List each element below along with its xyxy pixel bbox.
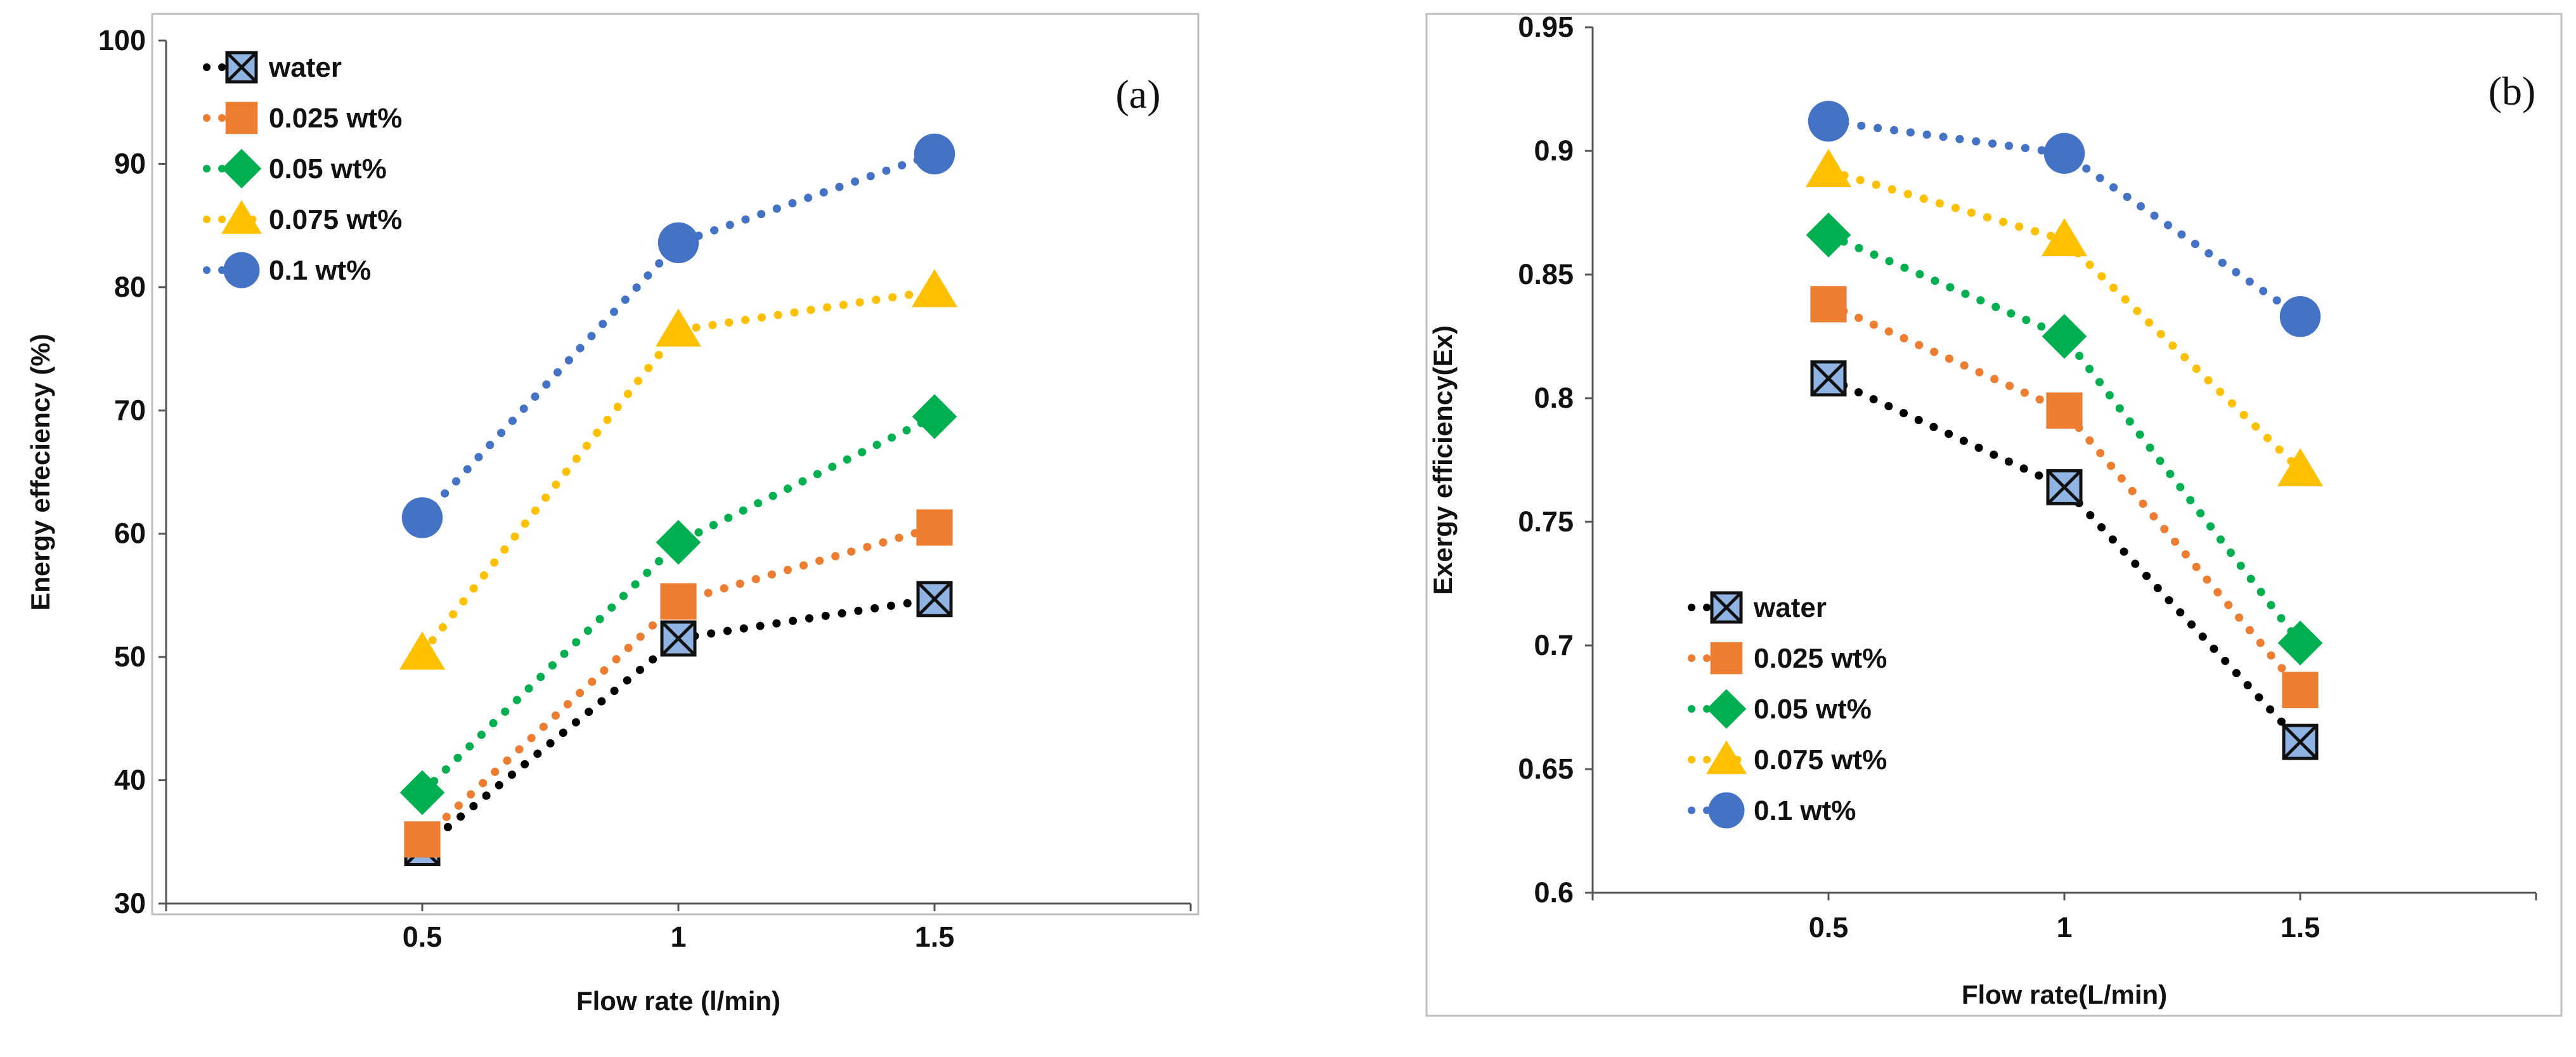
data-point [399,631,446,670]
data-point [916,509,953,546]
panel-a-frame [151,13,1200,916]
y-tick-label: 30 [114,887,146,919]
y-tick-label: 70 [114,394,146,426]
x-tick-label: 1.5 [2281,911,2320,944]
data-point [2282,723,2319,760]
data-point [2282,671,2319,708]
data-point [655,308,702,347]
series-line-2 [418,412,939,797]
data-point [916,581,953,618]
data-point [660,620,697,657]
x-tick-label: 0.5 [1809,911,1849,944]
legend-marker [223,252,260,289]
data-point [657,222,699,264]
y-tick-label: 0.9 [1534,134,1574,167]
y-tick-label: 0.6 [1534,876,1574,909]
x-axis-title: Flow rate(L/min) [1962,980,2167,1009]
data-point [914,133,955,175]
legend-item: 0.05 wt% [1688,689,1872,729]
legend-label: 0.1 wt% [269,255,371,286]
legend-label: 0.075 wt% [1754,744,1887,775]
legend-item: 0.05 wt% [203,148,387,189]
legend-item: 0.075 wt% [1688,740,1887,775]
legend-label: 0.05 wt% [1754,694,1872,725]
legend-item: 0.025 wt% [203,101,402,134]
data-point [1808,100,1849,142]
data-point [401,497,443,538]
legend-item: 0.1 wt% [1688,792,1856,829]
data-point [2277,620,2323,666]
data-point [1806,212,1851,257]
legend-label: 0.025 wt% [1754,643,1887,674]
y-tick-label: 80 [114,271,146,303]
series-line-4 [1824,117,2305,321]
data-point [2041,218,2088,257]
series-line-2 [1824,231,2305,647]
y-tick-label: 60 [114,517,146,550]
legend-item: water [1688,591,1827,624]
legend-marker [221,200,262,234]
legend-marker [1706,689,1747,729]
legend-item: 0.025 wt% [1688,642,1887,675]
data-point [2042,314,2087,359]
legend-label: 0.075 wt% [269,204,402,235]
panel-label: (b) [2489,68,2536,113]
legend-marker [221,148,262,189]
x-tick-label: 0.5 [403,921,443,953]
data-point [912,394,957,439]
data-point [2046,469,2083,505]
panel-b: 0.6 0.65 0.7 0.75 0.8 0.85 0.9 0.95 0.5 1 1.5 Flow … [1428,11,2537,1009]
legend-label: 0.025 wt% [269,103,402,134]
data-point [1810,360,1847,397]
y-tick-label: 40 [114,764,146,796]
data-point [2043,133,2085,174]
legend-marker [225,51,258,84]
y-tick-label: 100 [98,24,146,56]
panel-a: 30 40 50 60 70 80 90 100 0.5 1 1.5 Flow rate (l/min… [25,24,1192,1016]
data-point [911,269,958,308]
y-tick-label: 0.7 [1534,629,1574,661]
legend-label: water [268,52,342,83]
series-line-0 [1824,374,2305,746]
legend-item: 0.1 wt% [203,252,371,289]
x-tick-label: 1 [670,921,686,953]
data-point [399,770,445,815]
legend-item: water [203,51,342,84]
data-point [2279,296,2321,337]
x-axis-title: Flow rate (l/min) [576,986,780,1016]
y-tick-label: 50 [114,640,146,673]
data-point [1805,148,1852,187]
y-axis-title: Exergy efficiency(Ex) [1428,325,1458,595]
data-point [2277,448,2324,486]
y-tick-label: 0.75 [1518,505,1574,538]
y-tick-label: 0.8 [1534,382,1574,414]
y-tick-label: 0.85 [1518,258,1574,290]
data-point [660,583,697,620]
x-tick-label: 1.5 [915,921,955,953]
y-tick-label: 0.95 [1518,11,1574,43]
y-tick-label: 90 [114,147,146,179]
y-axis-title: Energy effeciency (%) [25,334,55,611]
data-point [1810,286,1847,323]
panel-label: (a) [1115,72,1160,117]
legend-marker [1710,591,1743,624]
data-point [656,519,701,565]
legend-marker [1710,642,1743,675]
legend-marker [225,101,258,134]
x-tick-label: 1 [2056,911,2072,944]
panel-b-frame [1425,13,2563,1017]
y-tick-label: 0.65 [1518,753,1574,785]
legend-label: 0.1 wt% [1754,795,1856,826]
legend-marker [1706,740,1747,774]
data-point [2046,392,2083,429]
legend-item: 0.075 wt% [203,200,402,235]
series-line-1 [1824,300,2305,694]
data-point [404,821,441,858]
legend-label: water [1753,592,1827,623]
legend-label: 0.05 wt% [269,153,387,185]
legend-marker [1708,792,1745,829]
